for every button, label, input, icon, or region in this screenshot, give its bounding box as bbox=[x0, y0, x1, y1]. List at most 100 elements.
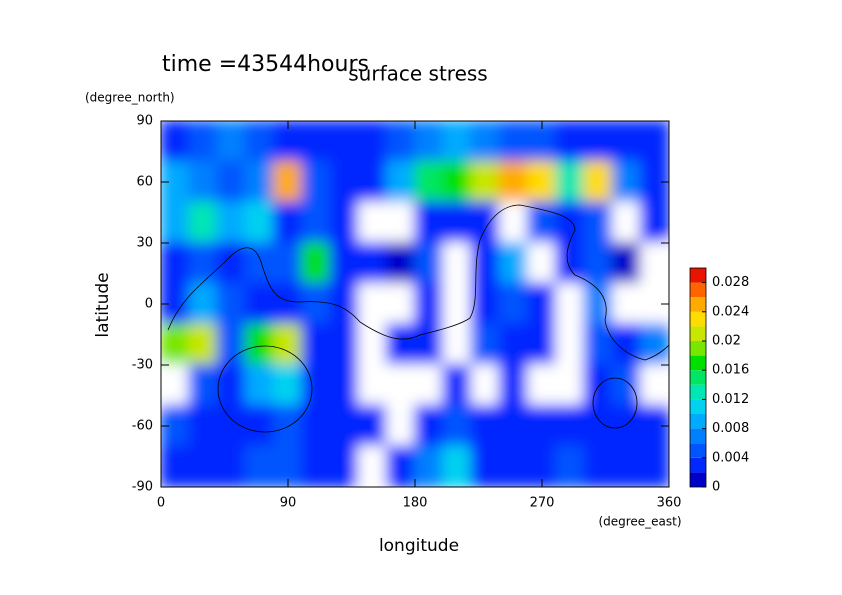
x-axis-label: longitude bbox=[379, 536, 459, 556]
cell bbox=[555, 404, 586, 448]
cells bbox=[161, 121, 669, 487]
cell bbox=[442, 242, 473, 285]
cell bbox=[161, 445, 191, 487]
cell bbox=[611, 445, 642, 487]
colorbar-tick-label: 0.02 bbox=[712, 334, 741, 349]
cell bbox=[639, 445, 669, 487]
cell bbox=[414, 404, 445, 448]
cell bbox=[414, 201, 445, 244]
cell bbox=[414, 282, 445, 326]
cell bbox=[385, 323, 416, 366]
cell bbox=[357, 201, 388, 244]
colorbar-bin bbox=[690, 443, 706, 458]
cell bbox=[555, 323, 586, 366]
cell bbox=[216, 445, 247, 487]
cell bbox=[583, 364, 614, 407]
cell bbox=[329, 404, 360, 448]
x-tick-label: 0 bbox=[157, 496, 165, 511]
cell bbox=[272, 364, 304, 407]
x-tick-label: 270 bbox=[530, 496, 555, 511]
cell bbox=[414, 364, 445, 407]
cell bbox=[442, 160, 473, 204]
x-tick-label: 360 bbox=[657, 496, 682, 511]
cell bbox=[329, 201, 360, 244]
cell bbox=[272, 201, 304, 244]
cell bbox=[301, 445, 332, 487]
colorbar-tick-label: 0.012 bbox=[712, 392, 749, 407]
cell bbox=[244, 404, 275, 448]
y-tick-label: -30 bbox=[132, 358, 153, 373]
cell bbox=[385, 242, 416, 285]
cell bbox=[583, 323, 614, 366]
cell bbox=[357, 242, 388, 285]
cell bbox=[188, 242, 219, 285]
cell bbox=[301, 323, 332, 366]
cell bbox=[329, 242, 360, 285]
y-tick-label: 0 bbox=[145, 297, 153, 312]
colorbar-frame bbox=[689, 267, 707, 488]
cell bbox=[526, 323, 558, 366]
cell bbox=[583, 445, 614, 487]
cell bbox=[414, 121, 445, 163]
cell bbox=[301, 201, 332, 244]
cell bbox=[442, 201, 473, 244]
y-tick-label: -90 bbox=[132, 480, 153, 495]
cell bbox=[470, 242, 501, 285]
cell bbox=[216, 160, 247, 204]
colorbar-bin bbox=[690, 341, 706, 356]
cell bbox=[301, 242, 332, 285]
cell bbox=[188, 445, 219, 487]
colorbar-bin bbox=[690, 457, 706, 473]
cell bbox=[357, 121, 388, 163]
cell bbox=[583, 242, 614, 285]
cell bbox=[498, 282, 529, 326]
cell bbox=[470, 445, 501, 487]
cell bbox=[470, 282, 501, 326]
cell bbox=[385, 121, 416, 163]
cell bbox=[498, 364, 529, 407]
colorbar-bin bbox=[690, 355, 706, 371]
cell bbox=[611, 404, 642, 448]
cell bbox=[244, 445, 275, 487]
y-axis-label: latitude bbox=[93, 272, 113, 337]
colorbar-bin bbox=[690, 297, 706, 312]
colorbar-bin bbox=[690, 384, 706, 400]
cell bbox=[611, 323, 642, 366]
cell bbox=[357, 282, 388, 326]
cell bbox=[470, 121, 501, 163]
y-tick-label: 60 bbox=[136, 175, 153, 190]
cell bbox=[555, 364, 586, 407]
cell bbox=[639, 364, 669, 407]
cell bbox=[357, 445, 388, 487]
cell bbox=[583, 121, 614, 163]
cell bbox=[244, 364, 275, 407]
cell bbox=[639, 242, 669, 285]
cell bbox=[470, 323, 501, 366]
cell bbox=[611, 121, 642, 163]
cell bbox=[357, 364, 388, 407]
cell bbox=[385, 364, 416, 407]
cell bbox=[555, 160, 586, 204]
cell bbox=[414, 445, 445, 487]
cell bbox=[329, 282, 360, 326]
colorbar-tick-label: 0.028 bbox=[712, 275, 749, 290]
cell bbox=[526, 364, 558, 407]
cell bbox=[329, 445, 360, 487]
cell bbox=[639, 201, 669, 244]
colorbar-bin bbox=[690, 414, 706, 429]
cell bbox=[272, 323, 304, 366]
colorbar-bin bbox=[690, 282, 706, 298]
cell bbox=[216, 323, 247, 366]
colorbar-bin bbox=[690, 399, 706, 414]
y-tick-label: -60 bbox=[132, 419, 153, 434]
colorbar-bin bbox=[690, 311, 706, 327]
y-units: (degree_north) bbox=[85, 91, 175, 105]
colorbar-tick-label: 0.016 bbox=[712, 363, 749, 378]
cell bbox=[301, 282, 332, 326]
cell bbox=[385, 445, 416, 487]
x-tick-label: 180 bbox=[403, 496, 428, 511]
cell bbox=[301, 364, 332, 407]
cell bbox=[498, 242, 529, 285]
cell bbox=[385, 201, 416, 244]
cell bbox=[470, 364, 501, 407]
